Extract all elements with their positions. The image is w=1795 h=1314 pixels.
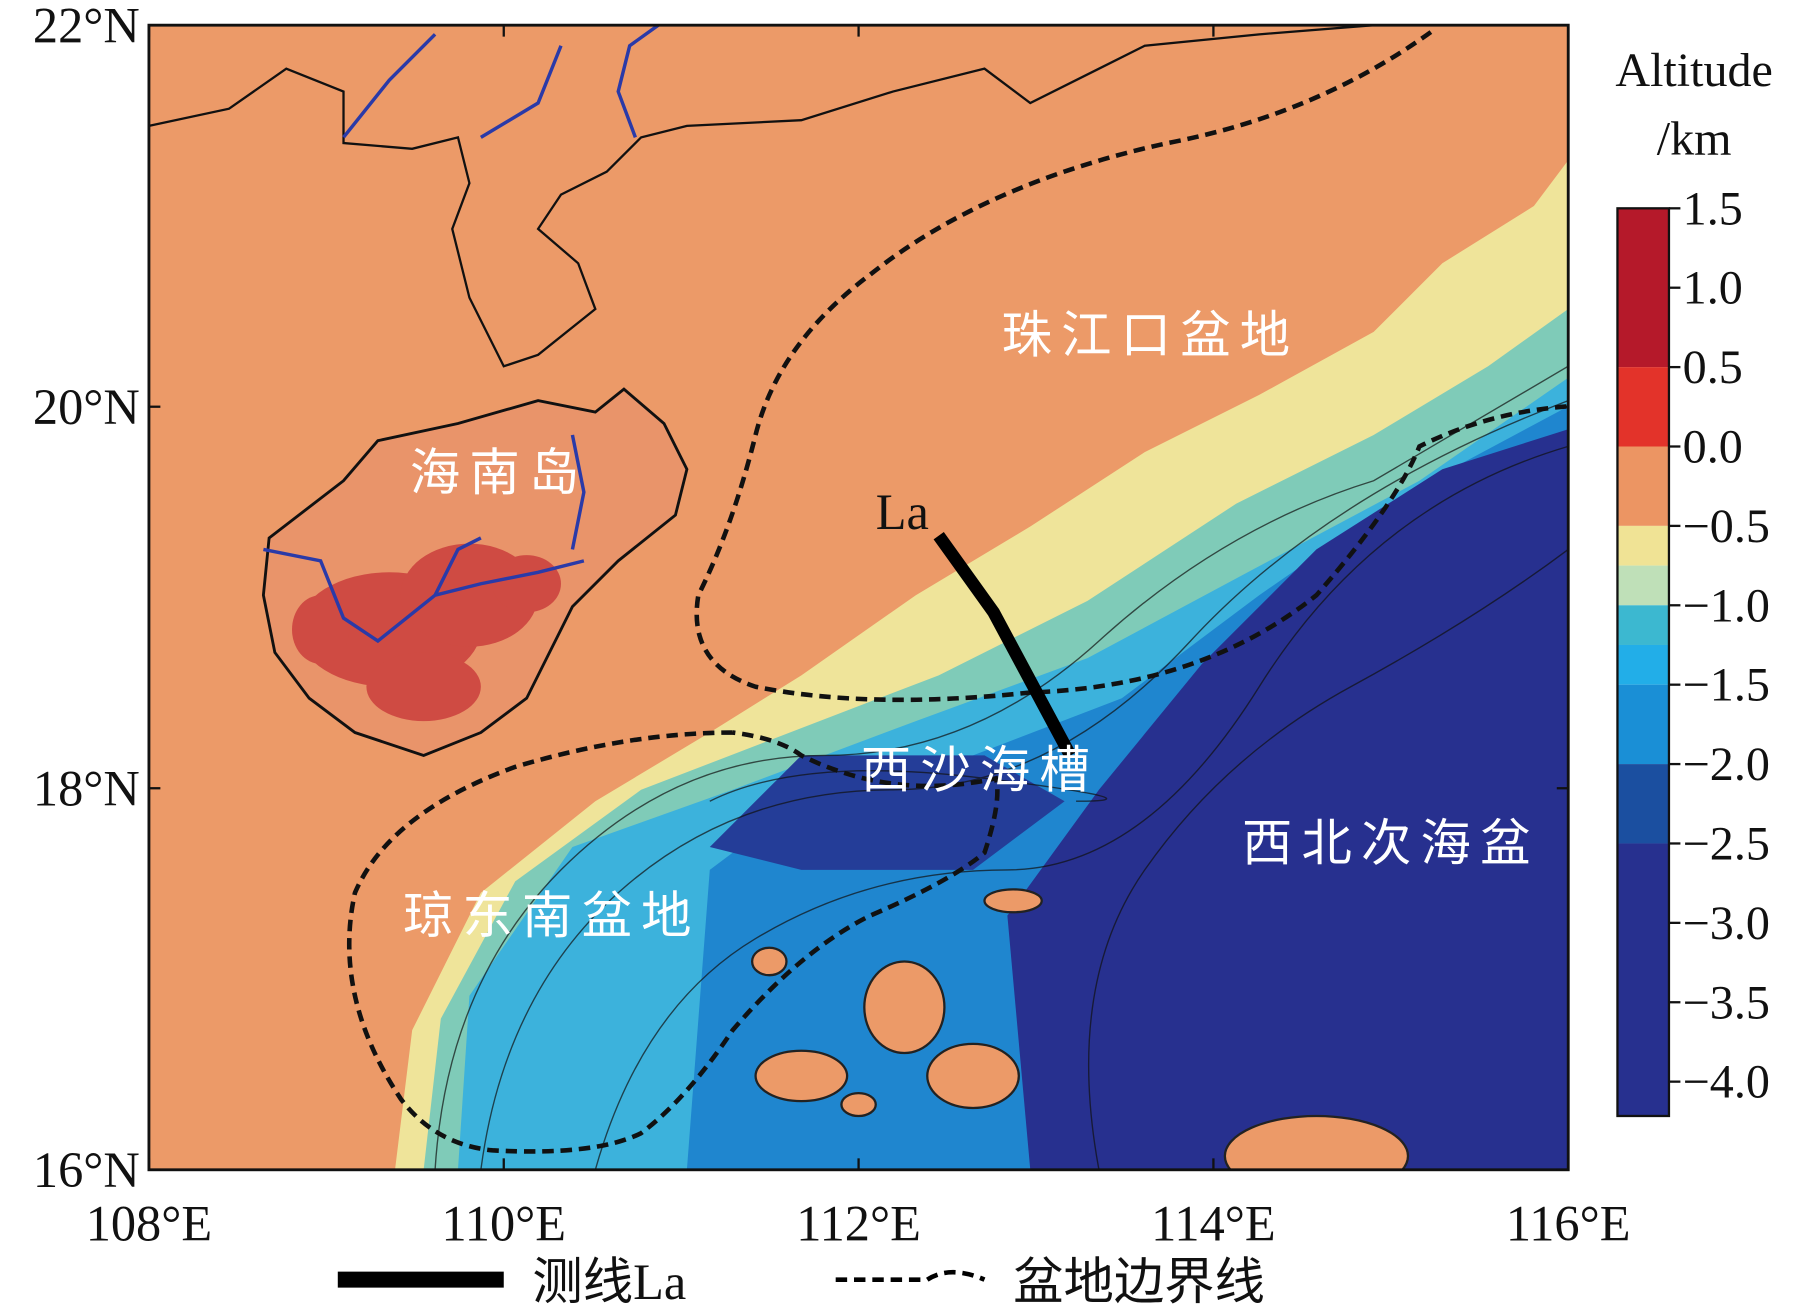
y-tick-label: 18°N (33, 760, 140, 816)
colorbar-swatch (1617, 644, 1669, 685)
seamounts (750, 888, 1410, 1170)
colorbar-swatch (1617, 367, 1669, 447)
colorbar-swatch (1617, 525, 1669, 566)
y-tick-label: 16°N (33, 1142, 140, 1198)
colorbar-tick-label: 1.5 (1683, 182, 1743, 235)
colorbar-tick-label: −1.0 (1683, 579, 1770, 632)
colorbar-tick-label: −3.5 (1683, 976, 1770, 1029)
basin-boundaries (346, 30, 1569, 1154)
colorbar-tick-label: 1.0 (1683, 262, 1743, 315)
colorbar-swatch (1617, 684, 1669, 765)
colorbar-swatch (1617, 208, 1669, 368)
bathymetric-contours (434, 365, 1569, 1170)
region-label: 西北次海盆 (1242, 816, 1540, 872)
region-label: 西沙海槽 (861, 742, 1099, 798)
legend-boundary-line (835, 1269, 986, 1282)
colorbar-swatch (1617, 565, 1669, 606)
map-area: La 珠江口盆地 海南岛 西沙海槽 西北次海盆 琼东南盆地 (148, 25, 1569, 1170)
colorbar-frame (1616, 207, 1671, 1118)
x-tick-label: 116°E (1506, 1196, 1631, 1252)
coastline-mainland (148, 25, 1374, 368)
x-tick-label: 114°E (1151, 1196, 1276, 1252)
colorbar-swatch (1617, 446, 1669, 526)
colorbar-tick-label: −1.5 (1683, 659, 1770, 712)
colorbar-title: /km (1657, 113, 1732, 166)
survey-line-la (933, 532, 1076, 759)
colorbar: Altitude /km 1.5 1.0 0.5 0.0 −0.5 −1.0 −1.5 −2.… (1615, 44, 1773, 1118)
colorbar-swatch (1617, 843, 1669, 1116)
rivers (263, 25, 660, 644)
colorbar-tick-label: 0.5 (1683, 341, 1743, 394)
x-tick-label: 112°E (796, 1196, 921, 1252)
colorbar-tick-label: −2.5 (1683, 817, 1770, 870)
axes: 108°E 110°E 112°E 114°E 116°E 22°N 20°N 18°N 16°… (33, 0, 1631, 1252)
region-label: 琼东南盆地 (403, 888, 701, 944)
colorbar-swatches: 1.5 1.0 0.5 0.0 −0.5 −1.0 −1.5 −2.0 −2.5 −3.0 −3.5… (1617, 182, 1770, 1116)
colorbar-tick-label: −3.0 (1683, 897, 1770, 950)
region-label: 珠江口盆地 (1002, 308, 1300, 364)
region-label: 海南岛 (410, 445, 589, 501)
y-tick-label: 20°N (33, 379, 140, 435)
legend: 测线La 盆地边界线 (337, 1254, 1265, 1310)
legend-label: 测线La (532, 1254, 686, 1310)
x-tick-label: 108°E (86, 1196, 212, 1252)
colorbar-swatch (1617, 764, 1669, 844)
y-tick-label: 22°N (33, 0, 140, 53)
legend-label: 盆地边界线 (1013, 1254, 1265, 1310)
colorbar-tick-label: −0.5 (1683, 500, 1770, 553)
colorbar-tick-label: −2.0 (1683, 738, 1770, 791)
survey-line-label: La (876, 484, 929, 540)
deep-basin (1007, 429, 1569, 1170)
colorbar-swatch (1617, 605, 1669, 645)
hainan-highlands (292, 543, 561, 722)
colorbar-tick-label: −4.0 (1683, 1056, 1770, 1109)
colorbar-tick-label: 0.0 (1683, 421, 1743, 474)
colorbar-title: Altitude (1615, 44, 1773, 97)
x-tick-label: 110°E (441, 1196, 566, 1252)
